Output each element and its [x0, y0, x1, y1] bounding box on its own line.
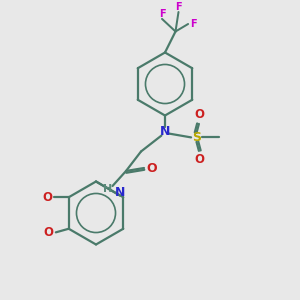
Text: S: S: [192, 131, 201, 144]
Text: O: O: [194, 153, 205, 167]
Text: O: O: [194, 108, 205, 122]
Text: F: F: [175, 2, 182, 12]
Text: O: O: [146, 161, 157, 175]
Text: O: O: [44, 226, 54, 239]
Text: F: F: [159, 9, 165, 20]
Text: O: O: [42, 191, 52, 204]
Text: N: N: [115, 185, 125, 199]
Text: N: N: [160, 125, 170, 139]
Text: H: H: [103, 184, 112, 194]
Text: F: F: [190, 19, 197, 29]
